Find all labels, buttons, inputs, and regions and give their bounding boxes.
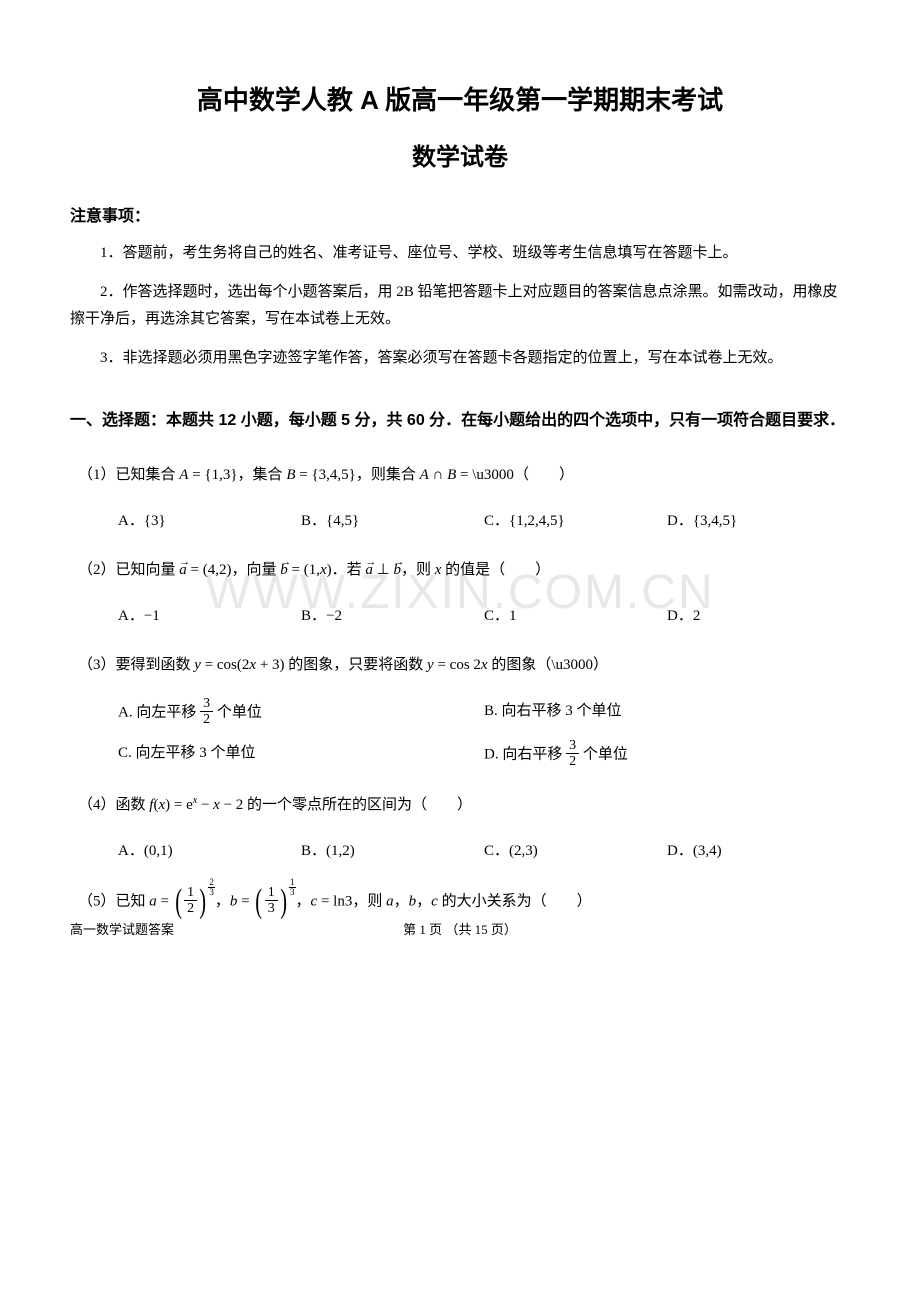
- question-2: （2）已知向量 a = (4,2)，向量 b = (1,x)．若 a ⊥ b，则…: [70, 556, 850, 631]
- q3a-pre: A. 向左平移: [118, 705, 200, 721]
- q5-t2: ，: [215, 893, 230, 909]
- q1-text2: ，集合: [238, 467, 287, 483]
- q1-opt-b: B．{4,5}: [301, 507, 484, 536]
- q1-stem: （1）已知集合 A = {1,3}，集合 B = {3,4,5}，则集合 A ∩…: [78, 461, 850, 490]
- q3-opt-a: A. 向左平移 32 个单位: [118, 697, 484, 729]
- q5-t5: 的大小关系为（ ）: [438, 893, 592, 909]
- q4-opt-b: B．(1,2): [301, 837, 484, 866]
- q3d-pre: D. 向右平移: [484, 746, 566, 762]
- q2-opt-c: C．1: [484, 602, 667, 631]
- notice-item-2: 2．作答选择题时，选出每个小题答案后，用 2B 铅笔把答题卡上对应题目的答案信息…: [70, 279, 850, 333]
- q4-opt-a: A．(0,1): [118, 837, 301, 866]
- q1-options: A．{3} B．{4,5} C．{1,2,4,5} D．{3,4,5}: [78, 507, 850, 536]
- question-3: （3）要得到函数 y = cos(2x + 3) 的图象，只要将函数 y = c…: [70, 651, 850, 771]
- notice-item-3: 3．非选择题必须用黑色字迹签字笔作答，答案必须写在答题卡各题指定的位置上，写在本…: [70, 345, 850, 372]
- q4-t2: 的一个零点所在的区间为（ ）: [243, 797, 472, 813]
- q5-stem: （5）已知 a = (12)23，b = (13)13，c = ln3，则 a，…: [78, 886, 850, 918]
- q3d-post: 个单位: [579, 746, 628, 762]
- q4-t1: （4）函数: [78, 797, 149, 813]
- q2-t2: ，向量: [231, 562, 280, 578]
- question-4: （4）函数 f(x) = ex − x − 2 的一个零点所在的区间为（ ） A…: [70, 791, 850, 866]
- q3-options-2: C. 向左平移 3 个单位 D. 向右平移 32 个单位: [78, 739, 850, 771]
- notice-item-1: 1．答题前，考生务将自己的姓名、准考证号、座位号、学校、班级等考生信息填写在答题…: [70, 240, 850, 267]
- q4-opt-d: D．(3,4): [667, 837, 850, 866]
- question-1: （1）已知集合 A = {1,3}，集合 B = {3,4,5}，则集合 A ∩…: [70, 461, 850, 536]
- q2-t3: ．若: [332, 562, 366, 578]
- section-1-header: 一、选择题：本题共 12 小题，每小题 5 分，共 60 分．在每小题给出的四个…: [102, 407, 850, 436]
- q2-stem: （2）已知向量 a = (4,2)，向量 b = (1,x)．若 a ⊥ b，则…: [78, 556, 850, 585]
- q2-options: A．−1 B．−2 C．1 D．2: [78, 602, 850, 631]
- footer-center: 第 1 页 （共 15 页）: [0, 919, 920, 938]
- q1-opt-a: A．{3}: [118, 507, 301, 536]
- q3-opt-c: C. 向左平移 3 个单位: [118, 739, 484, 771]
- q2-opt-d: D．2: [667, 602, 850, 631]
- q1-opt-d: D．{3,4,5}: [667, 507, 850, 536]
- q5-t1: （5）已知: [78, 893, 149, 909]
- q4-opt-c: C．(2,3): [484, 837, 667, 866]
- q1-text: （1）已知集合: [78, 467, 179, 483]
- q5-t3: ，: [296, 893, 311, 909]
- q4-options: A．(0,1) B．(1,2) C．(2,3) D．(3,4): [78, 837, 850, 866]
- q3-options-1: A. 向左平移 32 个单位 B. 向右平移 3 个单位: [78, 697, 850, 729]
- q1-blank: （ ）: [514, 467, 574, 483]
- q2-t1: （2）已知向量: [78, 562, 179, 578]
- q2-opt-b: B．−2: [301, 602, 484, 631]
- title-main: 高中数学人教 A 版高一年级第一学期期末考试: [70, 80, 850, 117]
- q3-stem: （3）要得到函数 y = cos(2x + 3) 的图象，只要将函数 y = c…: [78, 651, 850, 680]
- q2-t4: ，则: [401, 562, 435, 578]
- q3-opt-b: B. 向右平移 3 个单位: [484, 697, 850, 729]
- question-5: （5）已知 a = (12)23，b = (13)13，c = ln3，则 a，…: [70, 886, 850, 918]
- q3-opt-d: D. 向右平移 32 个单位: [484, 739, 850, 771]
- q2-opt-a: A．−1: [118, 602, 301, 631]
- q4-stem: （4）函数 f(x) = ex − x − 2 的一个零点所在的区间为（ ）: [78, 791, 850, 820]
- q1-opt-c: C．{1,2,4,5}: [484, 507, 667, 536]
- notice-header: 注意事项：: [70, 202, 850, 226]
- q1-text3: ，则集合: [356, 467, 420, 483]
- title-subtitle: 数学试卷: [70, 137, 850, 172]
- q2-t5: 的值是（ ）: [441, 562, 550, 578]
- q3a-post: 个单位: [213, 705, 262, 721]
- q5-t4: ，则: [352, 893, 386, 909]
